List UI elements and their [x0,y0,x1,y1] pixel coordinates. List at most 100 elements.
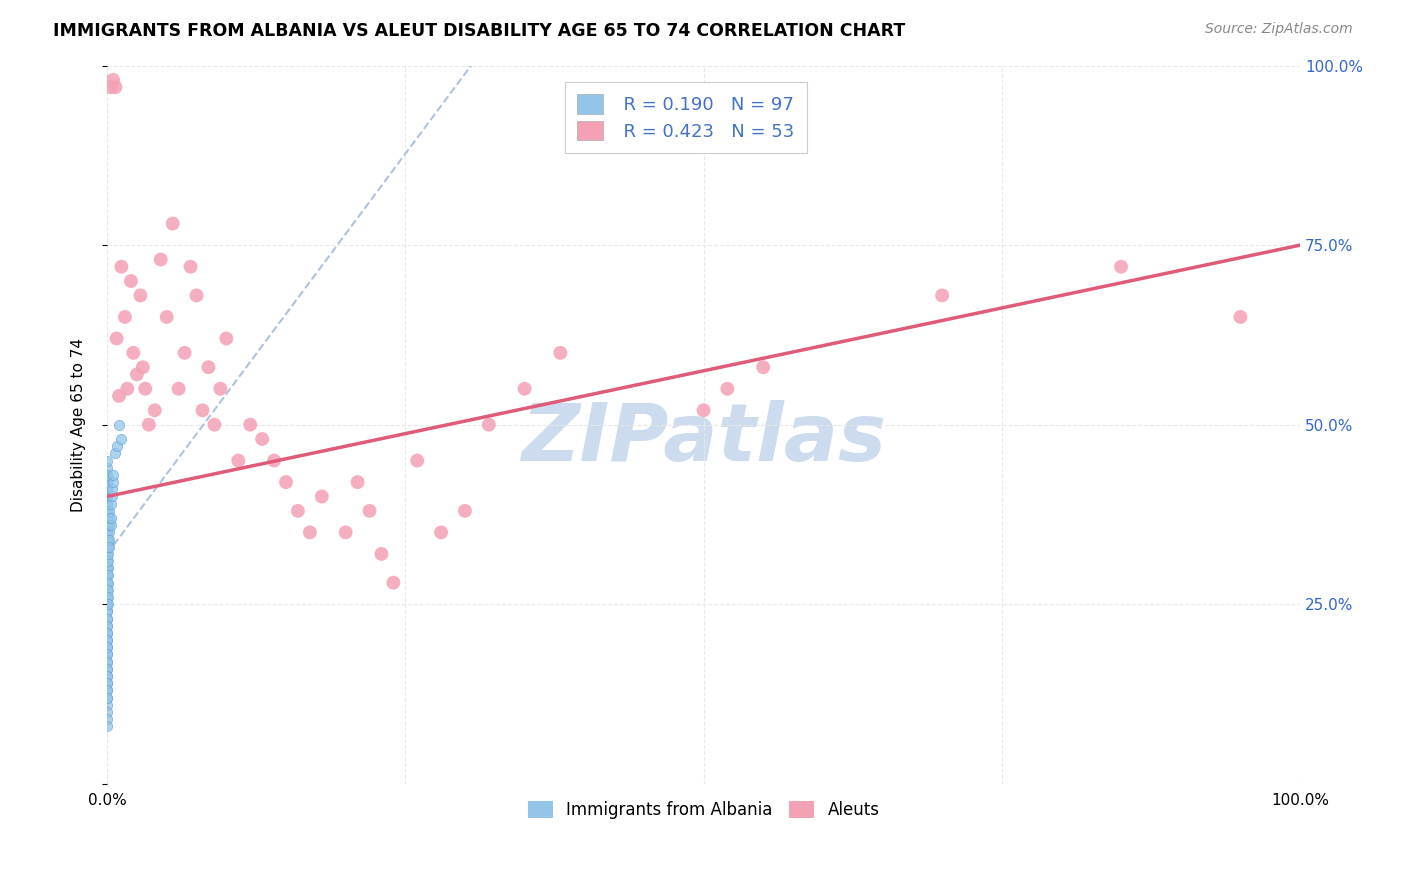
Point [311,490,333,504]
Point [100,518,122,533]
Point [96,683,118,698]
Point [96,554,118,568]
Point [96,712,118,726]
Point [96,561,118,575]
Point [96,597,118,611]
Point [430,525,453,540]
Point [550,346,572,360]
Point [96,511,118,525]
Point [129,288,152,302]
Point [101,467,124,482]
Point [96,568,118,582]
Point [98,525,121,540]
Point [96,467,118,482]
Point [274,475,297,489]
Point [96,655,118,669]
Point [96,626,118,640]
Point [191,403,214,417]
Point [97,597,120,611]
Point [96,655,118,669]
Point [454,504,477,518]
Point [97,533,120,547]
Point [96,483,118,497]
Point [101,475,124,489]
Point [143,403,166,417]
Point [1229,310,1251,324]
Point [98,533,121,547]
Point [96,475,118,489]
Point [96,648,118,662]
Point [346,475,368,489]
Point [132,360,155,375]
Point [98,511,121,525]
Point [359,504,381,518]
Point [96,690,118,705]
Point [96,518,118,533]
Point [173,346,195,360]
Point [97,568,120,582]
Point [96,533,118,547]
Point [263,453,285,467]
Point [120,274,142,288]
Point [96,633,118,648]
Point [138,417,160,432]
Point [156,310,179,324]
Point [110,432,132,446]
Point [167,382,190,396]
Point [108,417,131,432]
Point [114,310,136,324]
Point [96,590,118,604]
Point [96,611,118,625]
Point [96,597,118,611]
Text: ZIPatlas: ZIPatlas [522,400,886,478]
Point [692,403,714,417]
Point [96,561,118,575]
Point [96,611,118,625]
Point [101,490,124,504]
Text: Source: ZipAtlas.com: Source: ZipAtlas.com [1205,22,1353,37]
Point [180,260,202,274]
Point [162,217,184,231]
Point [96,582,118,597]
Point [125,368,148,382]
Point [96,669,118,683]
Point [96,525,118,540]
Point [186,288,208,302]
Point [100,497,122,511]
Point [96,676,118,690]
Point [96,575,118,590]
Point [96,676,118,690]
Point [96,662,118,676]
Point [96,640,118,655]
Point [96,547,118,561]
Point [97,561,120,575]
Point [335,525,357,540]
Point [98,518,121,533]
Point [478,417,501,432]
Point [96,640,118,655]
Point [149,252,172,267]
Point [96,525,118,540]
Point [96,633,118,648]
Point [96,533,118,547]
Point [215,331,238,345]
Point [96,648,118,662]
Point [97,575,120,590]
Point [100,511,122,525]
Point [96,504,118,518]
Point [96,568,118,582]
Point [97,590,120,604]
Point [96,590,118,604]
Point [298,525,321,540]
Point [96,683,118,698]
Point [101,483,124,497]
Point [250,432,273,446]
Point [96,604,118,618]
Point [134,382,156,396]
Point [1109,260,1132,274]
Legend: Immigrants from Albania, Aleuts: Immigrants from Albania, Aleuts [522,794,886,826]
Text: IMMIGRANTS FROM ALBANIA VS ALEUT DISABILITY AGE 65 TO 74 CORRELATION CHART: IMMIGRANTS FROM ALBANIA VS ALEUT DISABIL… [53,22,905,40]
Point [96,582,118,597]
Point [96,483,118,497]
Point [931,288,953,302]
